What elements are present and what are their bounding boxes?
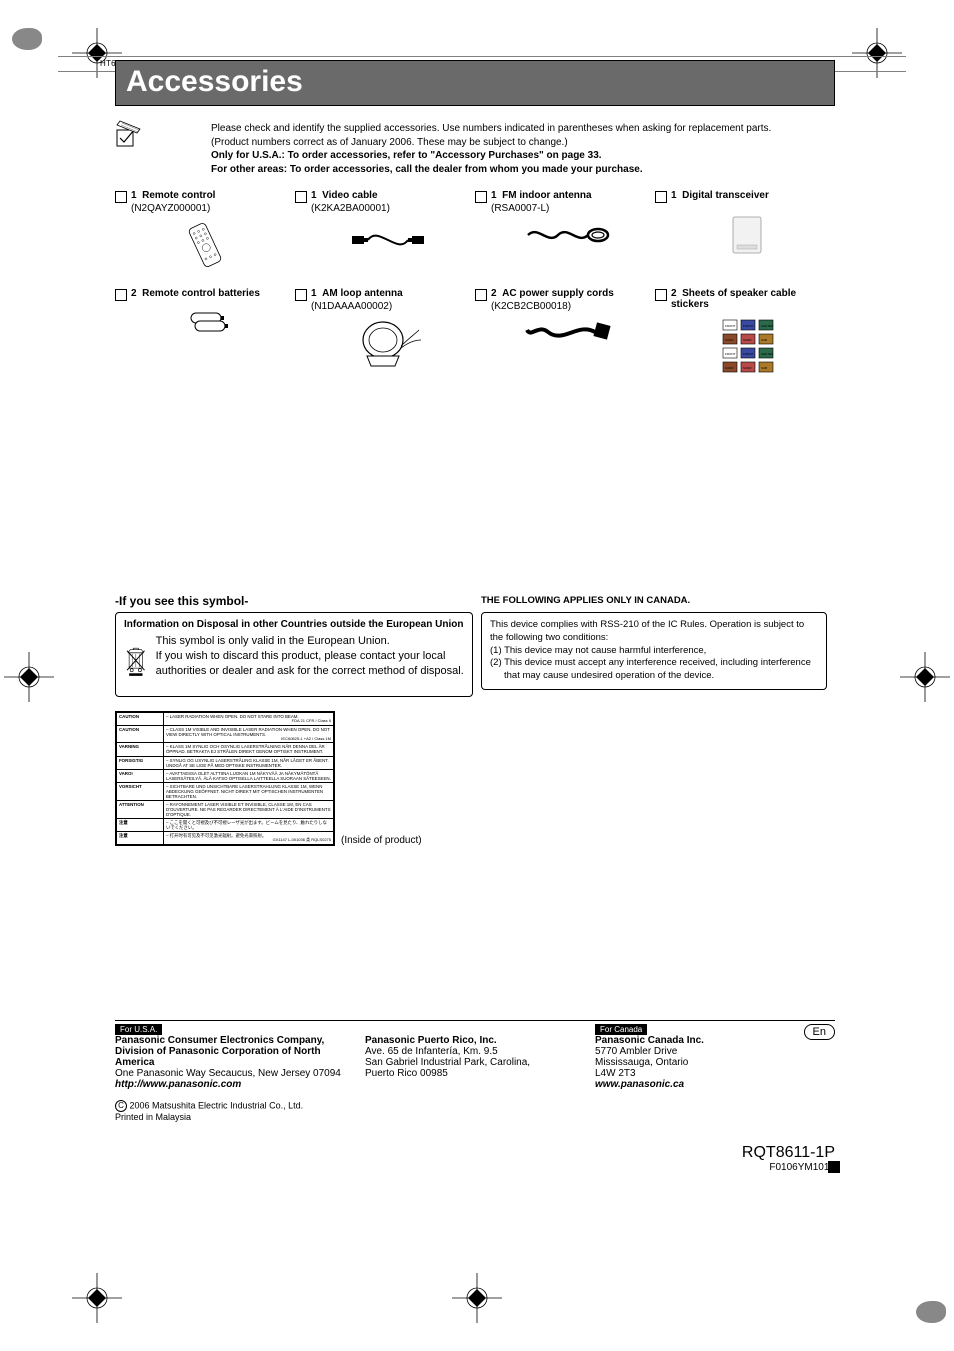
caution-row: ATTENTION– RAYONNEMENT LASER VISIBLE ET …: [117, 800, 334, 818]
scan-artifact-blob: [12, 28, 42, 50]
usa-address: One Panasonic Way Secaucus, New Jersey 0…: [115, 1068, 341, 1079]
checkbox-icon: [295, 289, 307, 301]
canada-line: (2) This device must accept any interfer…: [490, 657, 818, 683]
svg-text:SURR: SURR: [743, 366, 752, 370]
intro-text: Please check and identify the supplied a…: [211, 122, 835, 176]
accessory-fm-antenna: 1 FM indoor antenna (RSA0007-L): [475, 190, 645, 270]
inside-of-product-note: (Inside of product): [341, 835, 422, 846]
svg-text:SURR: SURR: [743, 338, 752, 342]
locale-badge: En: [804, 1024, 835, 1040]
caution-row: VORSICHT– SICHTBARE UND UNSICHTBARE LASE…: [117, 782, 334, 800]
page-content: Accessories Please check and identify th…: [115, 60, 835, 846]
crop-mark-left-icon: [4, 652, 54, 702]
svg-text:CENTER: CENTER: [761, 324, 774, 328]
accessory-ac-cords: 2 AC power supply cords (K2CB2CB00018): [475, 288, 645, 374]
svg-text:SUB: SUB: [761, 366, 767, 370]
caution-row: VARO!– AVATTAESSA OLET ALTTIINA LUOKAN 1…: [117, 769, 334, 782]
crop-mark-right-icon: [900, 652, 950, 702]
svg-text:FRONT: FRONT: [743, 324, 753, 328]
accessory-batteries: 2 Remote control batteries: [115, 288, 285, 374]
checkbox-icon: [475, 289, 487, 301]
footer-canada: For Canada En Panasonic Canada Inc. 5770…: [595, 1024, 835, 1122]
transceiver-icon: [723, 209, 773, 259]
part-number: (N1DAAAA00002): [311, 301, 465, 312]
caution-row: FORSIGTIG– SYNLIG OG USYNLIG LASERSTRÅLI…: [117, 756, 334, 769]
battery-icon: [183, 307, 233, 337]
can-company: Panasonic Canada Inc.: [595, 1035, 704, 1046]
remote-control-icon: [178, 220, 238, 270]
caution-row: 注意– ここを開くと可視及び不可視レーザ光が出ます。ビームを見たり、触れたりしな…: [117, 819, 334, 832]
canada-line: (1) This device may not cause harmful in…: [490, 645, 818, 658]
checkbox-icon: [655, 289, 667, 301]
checklist-icon: [115, 118, 143, 150]
accessory-speaker-stickers: 2 Sheets of speaker cable stickers FRONT…: [655, 288, 825, 374]
caution-row: CAUTION– CLASS 1M VISIBLE AND INVISIBLE …: [117, 725, 334, 743]
canada-tag: For Canada: [595, 1024, 647, 1035]
footer: For U.S.A. Panasonic Consumer Electronic…: [115, 1020, 835, 1122]
accessory-digital-transceiver: 1 Digital transceiver: [655, 190, 825, 270]
footer-pr: Panasonic Puerto Rico, Inc. Ave. 65 de I…: [365, 1024, 585, 1122]
disposal-box-title: Information on Disposal in other Countri…: [124, 619, 464, 630]
usa-url: http://www.panasonic.com: [115, 1079, 241, 1090]
caution-label-group: CAUTION– LASER RADIATION WHEN OPEN. DO N…: [115, 711, 835, 846]
power-cord-icon: [523, 318, 613, 348]
scan-artifact-blob: [916, 1301, 946, 1323]
document-code: RQT8611-1P F0106YM1016: [742, 1144, 835, 1173]
accessory-am-loop-antenna: 1 AM loop antenna (N1DAAAA00002): [295, 288, 465, 374]
checkbox-icon: [295, 191, 307, 203]
checkbox-icon: [115, 191, 127, 203]
disposal-text: This symbol is only valid in the Europea…: [156, 634, 464, 649]
disposal-info-box: Information on Disposal in other Countri…: [115, 612, 473, 697]
can-address: 5770 Ambler Drive Mississauga, Ontario L…: [595, 1046, 688, 1079]
part-number: (RSA0007-L): [491, 203, 645, 214]
sticker-sheet-icon: FRONT FRONT CENTER SURR SURR SUB FRONT FRONT C…: [719, 316, 777, 374]
disposal-text: If you wish to discard this product, ple…: [156, 649, 464, 679]
part-number: (N2QAYZ000001): [131, 203, 285, 214]
caution-row: CAUTION– LASER RADIATION WHEN OPEN. DO N…: [117, 713, 334, 726]
svg-text:FRONT: FRONT: [725, 324, 735, 328]
svg-text:SURR: SURR: [725, 366, 734, 370]
caution-row: 注意– 打开时有可见及不可见激光辐射。避免光束照射。GX1147 L-00103…: [117, 832, 334, 845]
intro-line-bold: For other areas: To order accessories, c…: [211, 163, 835, 177]
pr-address: Ave. 65 de Infantería, Km. 9.5 San Gabri…: [365, 1046, 530, 1079]
crop-mark-bottom-left-icon: [72, 1273, 122, 1323]
canada-compliance-box: This device complies with RSS-210 of the…: [481, 612, 827, 690]
checkbox-icon: [475, 191, 487, 203]
usa-company: Panasonic Consumer Electronics Company, …: [115, 1035, 324, 1068]
svg-text:CENTER: CENTER: [761, 352, 774, 356]
accessories-grid: 1 Remote control (N2QAYZ000001): [115, 190, 835, 374]
accessory-remote-control: 1 Remote control (N2QAYZ000001): [115, 190, 285, 270]
svg-text:FRONT: FRONT: [725, 352, 735, 356]
intro-line: (Product numbers correct as of January 2…: [211, 136, 835, 150]
footer-usa: For U.S.A. Panasonic Consumer Electronic…: [115, 1024, 355, 1122]
intro-line: Please check and identify the supplied a…: [211, 122, 835, 136]
part-number: (K2CB2CB00018): [491, 301, 645, 312]
page-title: Accessories: [126, 65, 824, 99]
canada-line: This device complies with RSS-210 of the…: [490, 619, 818, 645]
caution-label: CAUTION– LASER RADIATION WHEN OPEN. DO N…: [115, 711, 335, 846]
intro-line-bold: Only for U.S.A.: To order accessories, r…: [211, 149, 835, 163]
part-number: (K2KA2BA00001): [311, 203, 465, 214]
title-bar: Accessories: [115, 60, 835, 106]
can-url: www.panasonic.ca: [595, 1079, 684, 1090]
accessory-video-cable: 1 Video cable (K2KA2BA00001): [295, 190, 465, 270]
svg-text:SUB: SUB: [761, 338, 767, 342]
pr-company: Panasonic Puerto Rico, Inc.: [365, 1035, 497, 1046]
usa-tag: For U.S.A.: [115, 1024, 162, 1035]
canada-section: THE FOLLOWING APPLIES ONLY IN CANADA. Th…: [481, 595, 827, 690]
caution-row: VARNING– KLASS 1M SYNLIG OCH OSYNLIG LAS…: [117, 743, 334, 756]
checkbox-icon: [655, 191, 667, 203]
svg-text:SURR: SURR: [725, 338, 734, 342]
am-loop-icon: [353, 318, 423, 373]
crop-mark-bottom-center-icon: [452, 1273, 502, 1323]
canada-heading: THE FOLLOWING APPLIES ONLY IN CANADA.: [481, 595, 827, 606]
svg-text:FRONT: FRONT: [743, 352, 753, 356]
copyright: C 2006 Matsushita Electric Industrial Co…: [115, 1100, 355, 1122]
weee-bin-icon: [124, 634, 148, 690]
checkbox-icon: [115, 289, 127, 301]
video-cable-icon: [348, 220, 428, 260]
fm-antenna-icon: [523, 220, 613, 250]
